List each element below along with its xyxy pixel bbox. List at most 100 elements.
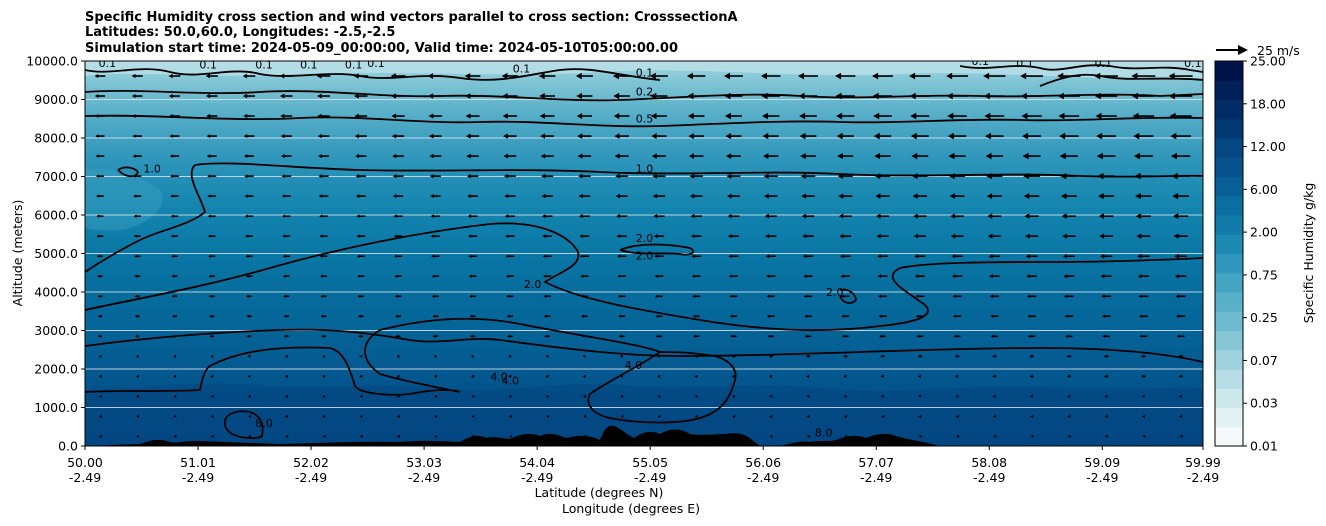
wind-vector-26-4 [1066,354,1070,358]
wind-vector-13-6 [581,314,585,318]
wind-vector-22-2 [918,394,922,398]
wind-vector-8-15 [391,133,397,139]
wind-vector-27-12 [1098,193,1104,200]
wind-vector-19-16 [799,112,806,120]
wind-vector-2-12 [170,194,174,198]
wind-vector-26-16 [1058,112,1065,120]
colorbar-label: Specific Humidity g/kg [1301,183,1316,324]
wind-vector-15-11 [653,213,658,219]
wind-vector-10-2 [471,394,475,398]
wind-vector-21-16 [873,112,880,120]
wind-vector-6-4 [321,354,325,358]
x-tick-lon-6: -2.49 [747,470,779,485]
wind-vector-22-14 [911,152,918,160]
wind-vector-1-12 [133,194,137,198]
wind-vector-15-12 [652,193,658,199]
wind-vector-11-3 [508,374,512,378]
wind-vector-9-11 [430,214,434,219]
colorbar-segment-5 [1215,330,1243,351]
wind-vector-4-3 [247,374,251,378]
chart-title-line-3: Simulation start time: 2024-05-09_00:00:… [85,41,678,56]
wind-vector-14-7 [617,294,621,298]
wind-vector-15-2 [657,394,661,398]
wind-vector-18-10 [765,233,770,239]
y-tick-label-2: 2000.0 [34,362,78,377]
wind-vector-9-6 [432,314,436,318]
wind-vector-9-16 [428,113,434,119]
wind-vector-18-7 [766,294,770,298]
contour-label-10: 0.1 [1095,57,1113,70]
wind-vector-23-16 [947,112,954,120]
wind-vector-0-18 [94,73,99,79]
x-tick-lat-6: 56.06 [745,455,781,470]
wind-vector-12-18 [538,72,545,80]
wind-vector-12-5 [544,334,548,338]
wind-vector-16-7 [692,294,696,298]
wind-vector-26-1 [1067,414,1071,419]
wind-vector-23-11 [950,213,955,219]
wind-vector-8-14 [392,153,397,159]
wind-vector-14-14 [614,153,620,159]
contour-0-1-a [85,68,661,81]
wind-vector-17-16 [724,112,731,120]
wind-vector-15-5 [655,334,659,338]
wind-vector-18-9 [765,254,770,259]
wind-vector-5-9 [282,254,286,258]
wind-vector-28-2 [1141,394,1145,398]
wind-vector-26-3 [1066,374,1070,378]
wind-vector-13-3 [582,374,586,378]
wind-vector-13-14 [577,153,583,159]
wind-vector-3-18 [205,73,210,79]
wind-vector-26-8 [1063,274,1068,279]
wind-vector-12-7 [543,294,547,298]
wind-vector-1-6 [134,314,138,318]
wind-vector-21-5 [879,334,883,338]
wind-vector-8-10 [393,234,397,238]
contour-2-0-lower [85,328,1203,363]
wind-vector-3-5 [209,334,213,338]
wind-vector-22-15 [910,132,917,140]
wind-vector-19-7 [803,294,807,298]
wind-vector-19-4 [805,354,809,358]
wind-vector-3-3 [210,374,214,378]
wind-vector-7-7 [357,294,361,298]
wind-vector-13-8 [580,274,584,278]
wind-vector-2-8 [171,274,175,278]
contour-1-0 [85,162,1203,273]
wind-vector-10-3 [470,374,474,378]
wind-vector-21-2 [880,394,884,398]
y-tick-label-3: 3000.0 [34,323,78,338]
wind-vector-23-2 [955,394,959,398]
colorbar-tick-label-3: 0.25 [1250,310,1278,325]
wind-vector-1-0 [136,434,140,439]
upper-dry-layer [85,61,1203,79]
wind-vector-27-14 [1096,152,1103,160]
wind-vector-17-12 [726,193,732,199]
wind-vector-14-10 [616,234,621,239]
wind-vector-14-9 [616,254,621,259]
wind-vector-4-14 [243,154,248,159]
wind-vector-18-8 [766,274,770,279]
wind-vector-15-13 [652,173,657,179]
wind-vector-0-9 [96,254,100,258]
wind-vector-24-14 [985,152,992,160]
wind-vector-13-12 [578,193,583,199]
contour-label-4: 0.1 [345,59,363,72]
wind-vector-15-1 [657,414,661,419]
y-tick-label-6: 6000.0 [34,208,78,223]
wind-vector-25-18 [1020,72,1027,80]
wind-vector-7-9 [356,254,360,258]
wind-vector-29-1 [1179,414,1183,419]
wind-vector-14-4 [619,354,623,358]
wind-vector-10-14 [466,153,471,159]
wind-vector-29-9 [1174,253,1179,259]
colorbar-segment-8 [1215,272,1243,293]
wind-vector-20-12 [838,193,844,199]
y-tick-label-9: 9000.0 [34,92,78,107]
wind-vector-5-2 [284,394,288,398]
wind-vector-18-11 [764,213,769,219]
wind-vector-27-5 [1102,334,1106,338]
wind-vector-17-11 [727,213,732,219]
wind-vector-14-8 [617,274,621,278]
wind-vector-7-2 [359,394,363,398]
